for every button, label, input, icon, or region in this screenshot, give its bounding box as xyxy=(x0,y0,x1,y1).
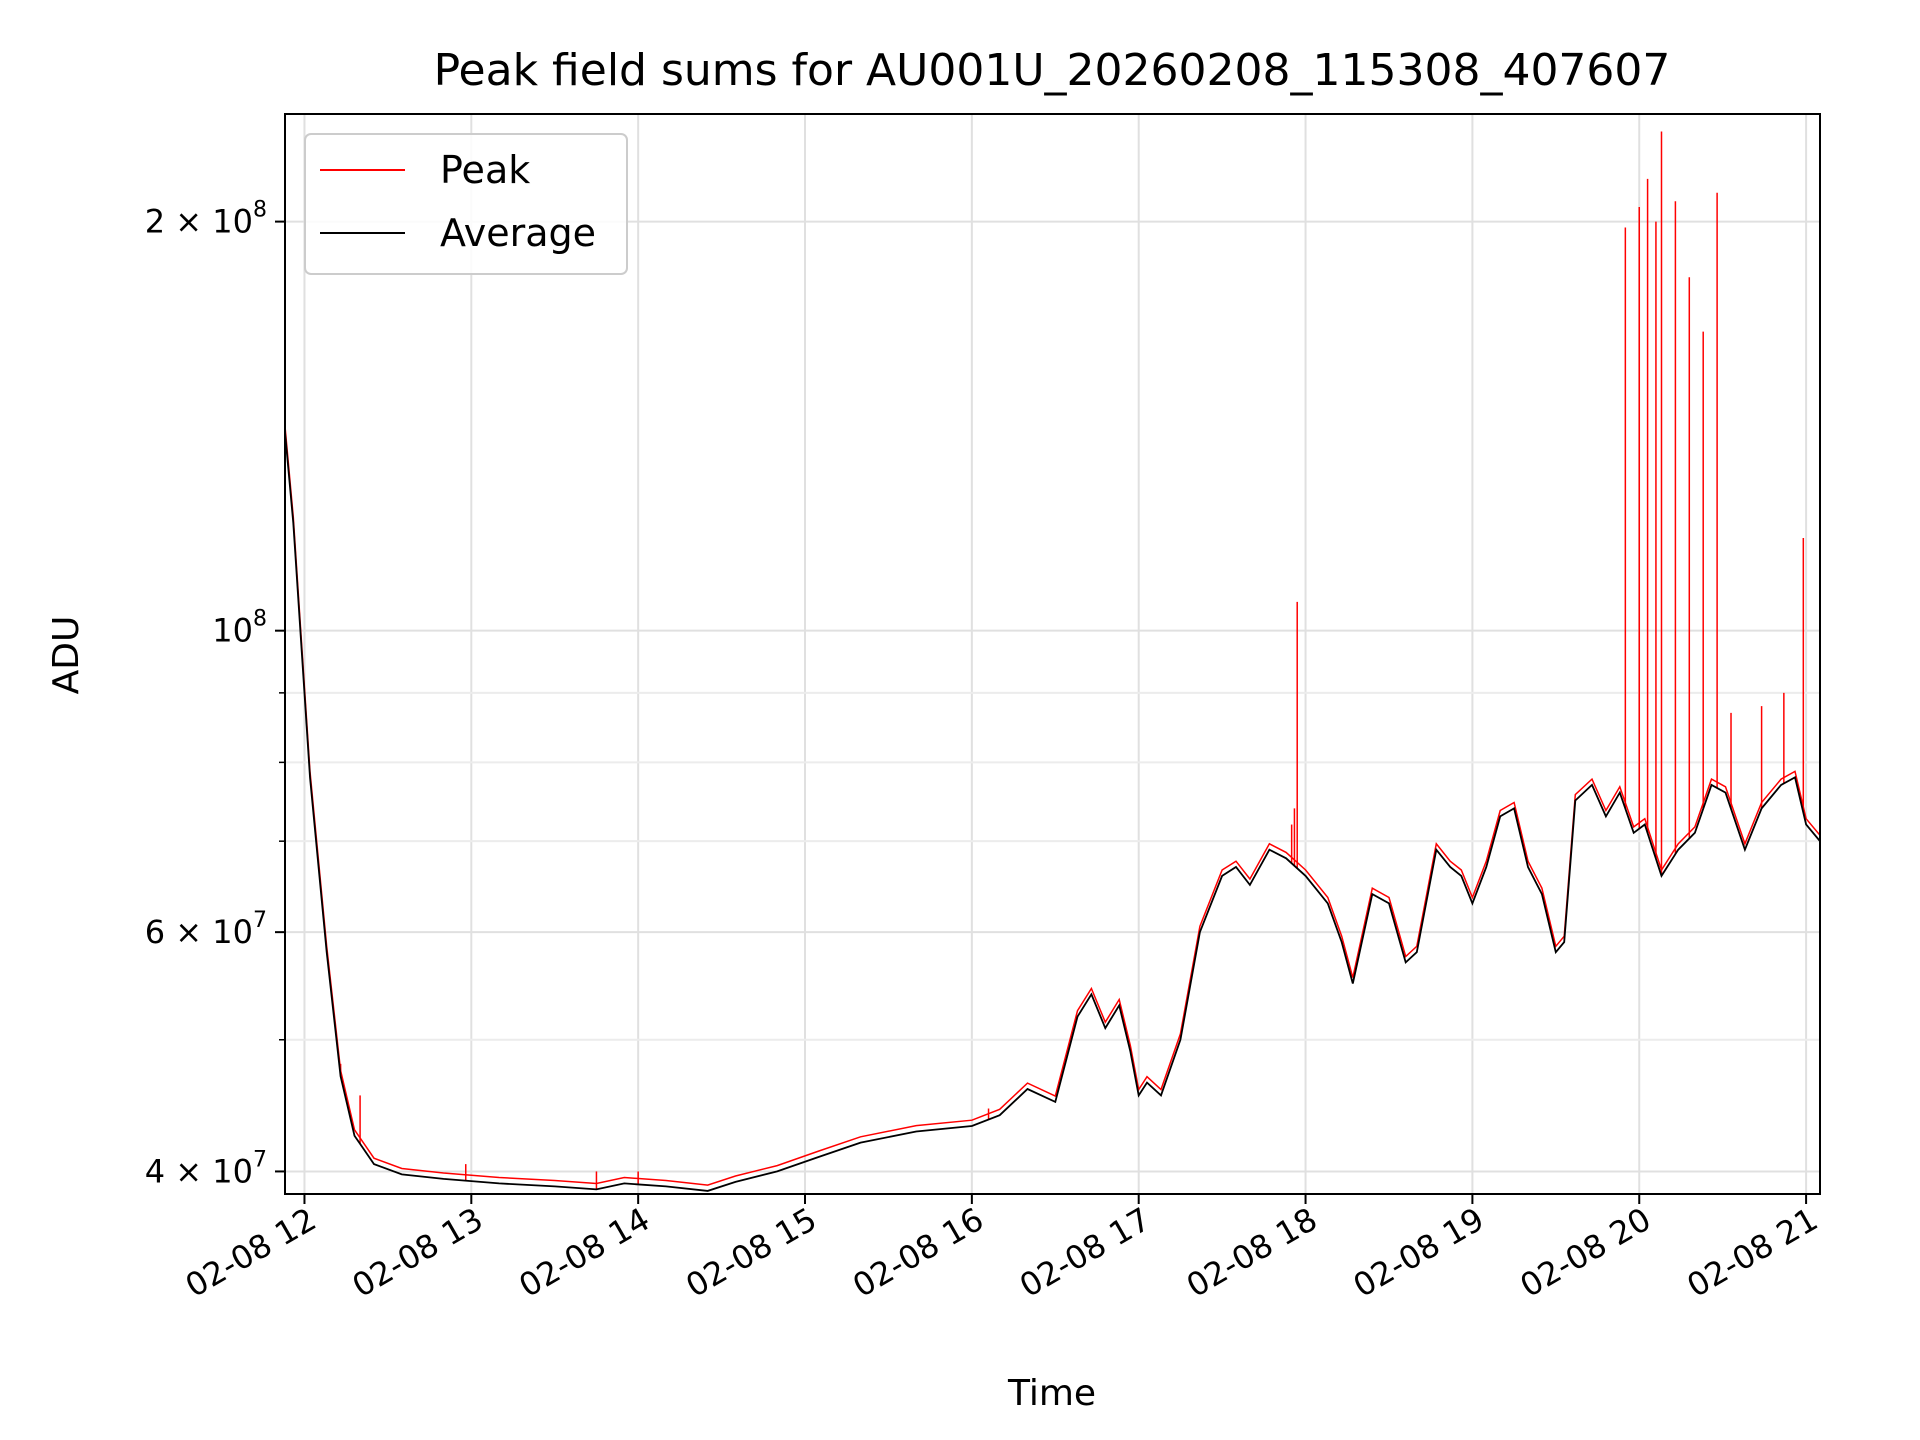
x-tick-label: 02-08 16 xyxy=(846,1200,990,1305)
y-tick-label: 2 × 108 xyxy=(145,198,267,241)
plot-frame xyxy=(284,113,1821,1195)
chart-title: Peak field sums for AU001U_20260208_1153… xyxy=(434,45,1671,96)
series-clip-group xyxy=(285,131,1820,1192)
y-tick-label: 108 xyxy=(212,607,267,650)
x-axis: 02-08 12 02-08 13 02-08 14 02-08 15 02-08 16… xyxy=(179,1194,1824,1305)
x-tick-label: 02-08 21 xyxy=(1680,1200,1824,1305)
peak-series-line xyxy=(285,426,1820,1186)
legend: Peak Average xyxy=(304,133,628,275)
x-tick-label: 02-08 13 xyxy=(346,1200,490,1305)
series-layer xyxy=(285,131,1820,1192)
x-tick-label: 02-08 20 xyxy=(1514,1200,1658,1305)
legend-peak-label: Peak xyxy=(440,148,530,192)
y-tick-label: 4 × 107 xyxy=(145,1147,267,1190)
x-tick-label: 02-08 15 xyxy=(679,1200,823,1305)
x-axis-label: Time xyxy=(1007,1373,1096,1414)
x-tick-label: 02-08 14 xyxy=(513,1200,657,1305)
x-tick-label: 02-08 12 xyxy=(179,1200,323,1305)
x-tick-label: 02-08 18 xyxy=(1180,1200,1324,1305)
y-axis: 4 × 107 6 × 107 108 2 × 108 xyxy=(145,198,285,1190)
average-series-line xyxy=(285,432,1820,1192)
x-tick-label: 02-08 19 xyxy=(1347,1200,1491,1305)
y-axis-label: ADU xyxy=(46,616,87,695)
y-tick-label: 6 × 107 xyxy=(145,908,267,951)
legend-average-label: Average xyxy=(440,211,596,255)
grid xyxy=(285,114,1820,1194)
x-tick-label: 02-08 17 xyxy=(1013,1200,1157,1305)
